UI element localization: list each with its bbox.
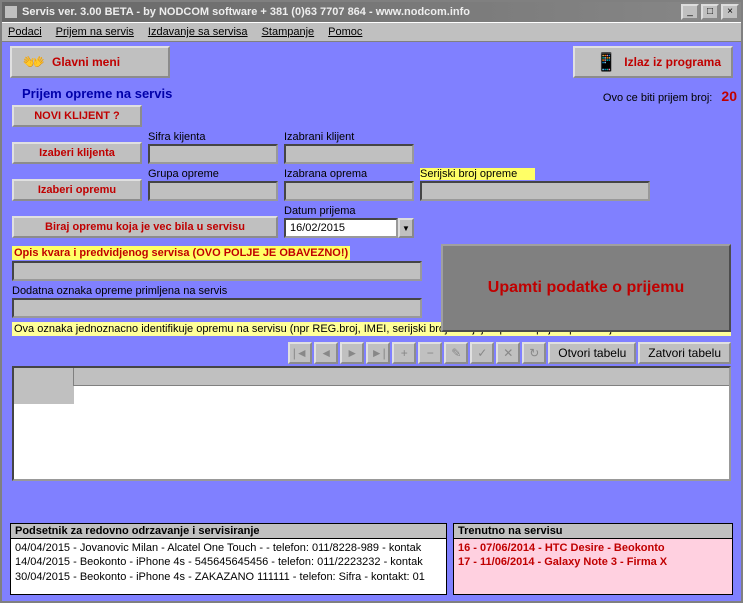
opis-kvara-label: Opis kvara i predvidjenog servisa (OVO P… xyxy=(12,246,350,260)
izaberi-opremu-button[interactable]: Izaberi opremu xyxy=(12,179,142,201)
grupa-opreme-input[interactable] xyxy=(148,181,278,201)
podsetnik-row: 14/04/2015 - Beokonto - iPhone 4s - 5456… xyxy=(15,555,442,569)
trenutno-panel: Trenutno na servisu 16 - 07/06/2014 - HT… xyxy=(453,523,733,595)
nav-edit-button[interactable]: ✎ xyxy=(444,342,468,364)
main-menu-button[interactable]: 👐 Glavni meni xyxy=(10,46,170,78)
menu-podaci[interactable]: Podaci xyxy=(8,26,42,38)
podsetnik-panel: Podsetnik za redovno odrzavanje i servis… xyxy=(10,523,447,595)
menu-stampanje[interactable]: Stampanje xyxy=(262,26,315,38)
serijski-broj-input[interactable] xyxy=(420,181,650,201)
trenutno-title: Trenutno na servisu xyxy=(454,524,732,539)
nav-delete-button[interactable]: − xyxy=(418,342,442,364)
app-icon xyxy=(4,5,18,19)
upamti-label: Upamti podatke o prijemu xyxy=(488,279,684,297)
app-window: Servis ver. 3.00 BETA - by NODCOM softwa… xyxy=(0,0,743,603)
otvori-tabelu-button[interactable]: Otvori tabelu xyxy=(548,342,636,364)
minimize-button[interactable]: _ xyxy=(681,4,699,20)
data-grid[interactable] xyxy=(12,366,731,481)
menubar: Podaci Prijem na servis Izdavanje sa ser… xyxy=(2,22,741,42)
exit-button[interactable]: 📱 Izlaz iz programa xyxy=(573,46,733,78)
menu-pomoc[interactable]: Pomoc xyxy=(328,26,362,38)
nav-post-button[interactable]: ✓ xyxy=(470,342,494,364)
hands-icon: 👐 xyxy=(22,50,46,74)
biraj-opremu-button[interactable]: Biraj opremu koja je vec bila u servisu xyxy=(12,216,278,238)
novi-klijent-button[interactable]: NOVI KLIJENT ? xyxy=(12,105,142,127)
podsetnik-title: Podsetnik za redovno odrzavanje i servis… xyxy=(11,524,446,539)
trenutno-row: 16 - 07/06/2014 - HTC Desire - Beokonto xyxy=(458,541,728,555)
zatvori-tabelu-button[interactable]: Zatvori tabelu xyxy=(638,342,731,364)
close-button[interactable]: × xyxy=(721,4,739,20)
izabrani-klijent-input[interactable] xyxy=(284,144,414,164)
menu-izdavanje[interactable]: Izdavanje sa servisa xyxy=(148,26,248,38)
sifra-klijenta-label: Sifra kijenta xyxy=(148,131,278,143)
main-menu-label: Glavni meni xyxy=(52,55,120,69)
window-title: Servis ver. 3.00 BETA - by NODCOM softwa… xyxy=(22,6,681,18)
exit-label: Izlaz iz programa xyxy=(624,55,721,69)
izabrana-oprema-label: Izabrana oprema xyxy=(284,168,414,180)
grid-row-cell xyxy=(14,386,74,404)
nav-last-button[interactable]: ►| xyxy=(366,342,390,364)
izaberi-klijenta-button[interactable]: Izaberi klijenta xyxy=(12,142,142,164)
datum-prijema-input[interactable]: 16/02/2015 xyxy=(284,218,398,238)
nav-toolbar: |◄ ◄ ► ►| + − ✎ ✓ ✕ ↻ Otvori tabelu Zatv… xyxy=(2,340,741,366)
nav-prev-button[interactable]: ◄ xyxy=(314,342,338,364)
trenutno-row: 17 - 11/06/2014 - Galaxy Note 3 - Firma … xyxy=(458,555,728,569)
maximize-button[interactable]: □ xyxy=(701,4,719,20)
titlebar: Servis ver. 3.00 BETA - by NODCOM softwa… xyxy=(2,2,741,22)
nav-refresh-button[interactable]: ↻ xyxy=(522,342,546,364)
dodatna-oznaka-label: Dodatna oznaka opreme primljena na servi… xyxy=(12,285,227,297)
serijski-broj-label: Serijski broj opreme xyxy=(420,168,535,180)
upamti-button[interactable]: Upamti podatke o prijemu xyxy=(441,244,731,332)
grid-header-cell xyxy=(14,368,74,386)
grupa-opreme-label: Grupa opreme xyxy=(148,168,278,180)
toolbar: 👐 Glavni meni 📱 Izlaz iz programa xyxy=(2,42,741,82)
next-num-label: Ovo ce biti prijem broj: xyxy=(603,92,712,104)
menu-prijem[interactable]: Prijem na servis xyxy=(56,26,134,38)
nav-next-button[interactable]: ► xyxy=(340,342,364,364)
datum-prijema-label: Datum prijema xyxy=(284,205,414,217)
opis-kvara-input[interactable] xyxy=(12,261,422,281)
exit-icon: 📱 xyxy=(594,50,618,74)
nav-add-button[interactable]: + xyxy=(392,342,416,364)
podsetnik-row: 04/04/2015 - Jovanovic Milan - Alcatel O… xyxy=(15,541,442,555)
date-dropdown-button[interactable]: ▼ xyxy=(398,218,414,238)
sifra-klijenta-input[interactable] xyxy=(148,144,278,164)
izabrani-klijent-label: Izabrani klijent xyxy=(284,131,414,143)
podsetnik-row: 30/04/2015 - Beokonto - iPhone 4s - ZAKA… xyxy=(15,570,442,584)
izabrana-oprema-input[interactable] xyxy=(284,181,414,201)
nav-cancel-button[interactable]: ✕ xyxy=(496,342,520,364)
dodatna-oznaka-input[interactable] xyxy=(12,298,422,318)
next-num-value: 20 xyxy=(721,88,737,104)
nav-first-button[interactable]: |◄ xyxy=(288,342,312,364)
